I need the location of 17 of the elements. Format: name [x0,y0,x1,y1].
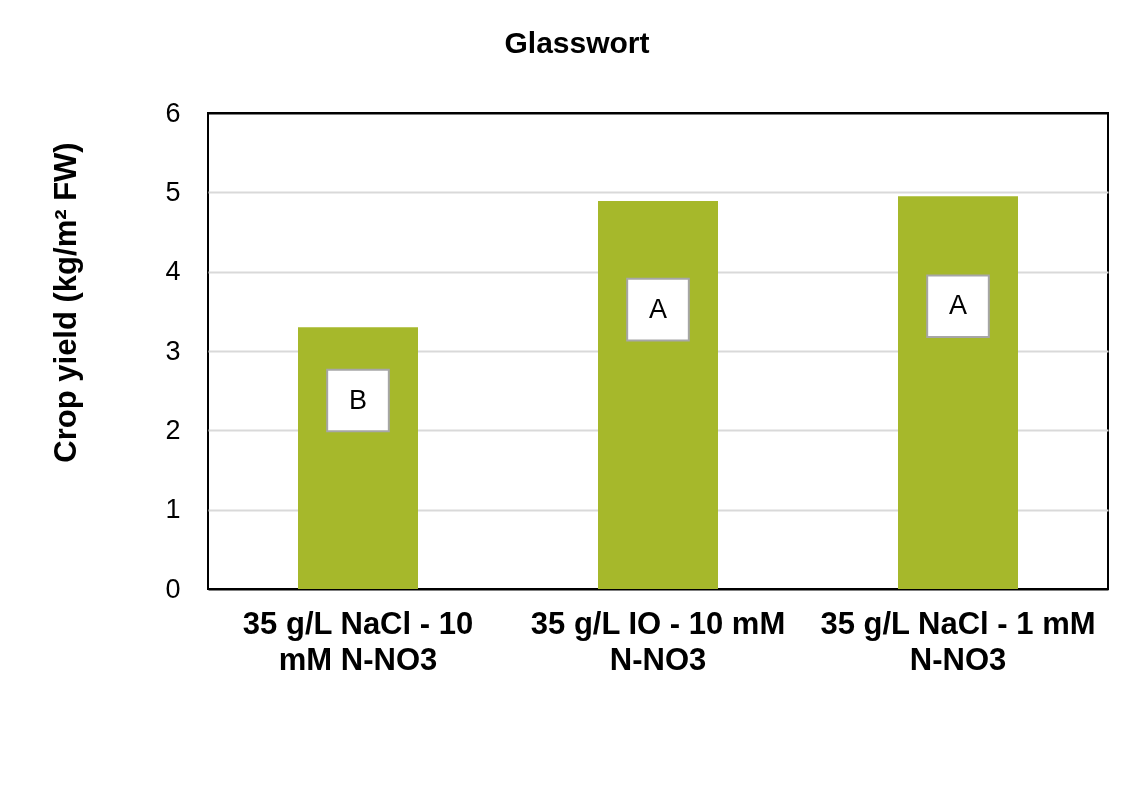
bar [898,196,1018,589]
annotation: A [948,290,968,321]
y-axis-title: Crop yield (kg/m² FW) [47,142,83,463]
y-tick-label: 4 [165,256,181,287]
y-tick-label: 2 [165,414,181,445]
y-tick-label: 6 [165,97,181,128]
y-tick-label: 3 [165,335,181,366]
x-tick-label: 35 g/L IO - 10 mM N-NO3 [530,605,786,677]
y-tick-label: 1 [165,494,181,525]
bar [598,201,718,589]
chart-title: Glasswort [504,26,650,59]
annotation: A [648,293,668,324]
x-tick-label: 35 g/L NaCl - 1 mM N-NO3 [820,605,1096,677]
x-tick-label: 35 g/L NaCl - 10 mM N-NO3 [242,605,474,677]
annotation: B [348,384,368,415]
y-tick-label: 0 [165,573,181,604]
y-tick-label: 5 [165,176,181,207]
